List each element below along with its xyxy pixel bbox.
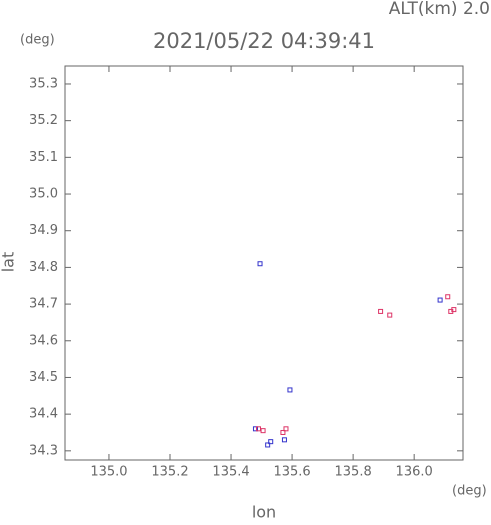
echo-point: [252, 426, 258, 432]
echo-point: [387, 312, 393, 318]
x-tick-label: 135.0: [90, 465, 127, 480]
echo-point: [265, 442, 271, 448]
y-tick-label: 35.3: [29, 76, 58, 91]
echo-point: [256, 426, 262, 432]
x-tick-label: 135.8: [335, 465, 372, 480]
y-tick-label: 35.1: [29, 150, 58, 165]
echo-point: [437, 297, 443, 303]
y-tick-label: 34.8: [29, 260, 58, 275]
y-tick-label: 34.5: [29, 370, 58, 385]
echo-point: [260, 428, 266, 434]
x-tick-label: 136.0: [396, 465, 433, 480]
x-tick-label: 135.2: [151, 465, 188, 480]
echo-point: [378, 308, 384, 314]
echo-point: [283, 426, 289, 432]
y-tick-label: 34.7: [29, 297, 58, 312]
echo-point: [287, 387, 293, 393]
echo-point: [281, 437, 287, 443]
plot-frame: [64, 65, 464, 461]
echo-point: [280, 429, 286, 435]
echo-point: [451, 307, 457, 313]
echo-point: [257, 261, 263, 267]
x-axis-label: lon: [252, 503, 276, 522]
echo-point: [445, 294, 451, 300]
altitude-label: ALT(km) 2.0: [389, 0, 490, 19]
y-tick-label: 34.3: [29, 443, 58, 458]
echo-point: [268, 439, 274, 445]
chart-title: 2021/05/22 04:39:41: [153, 29, 375, 53]
y-tick-label: 34.4: [29, 407, 58, 422]
y-axis-label: lat: [0, 252, 18, 273]
y-tick-label: 35.2: [29, 113, 58, 128]
y-tick-label: 35.0: [29, 187, 58, 202]
y-unit: (deg): [20, 33, 55, 48]
x-tick-label: 135.4: [212, 465, 249, 480]
x-unit: (deg): [452, 484, 487, 499]
y-tick-label: 34.9: [29, 223, 58, 238]
y-tick-label: 34.6: [29, 333, 58, 348]
x-tick-label: 135.6: [273, 465, 310, 480]
